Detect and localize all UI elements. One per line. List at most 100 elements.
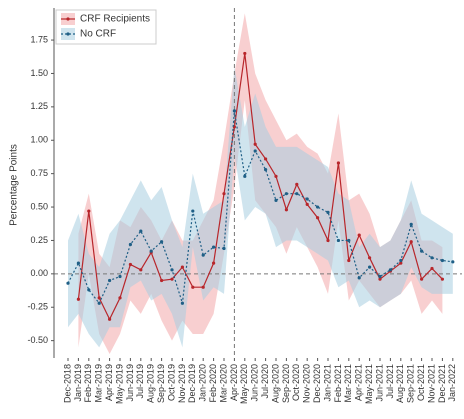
data-point: [253, 142, 257, 146]
x-tick-label: Jan-2020: [198, 364, 208, 402]
x-tick-label: Sep-2019: [156, 364, 166, 403]
x-tick-label: Dec-2021: [437, 364, 447, 403]
x-tick-label: Oct-2021: [416, 364, 426, 401]
data-point: [409, 240, 413, 244]
data-point: [378, 274, 382, 279]
y-axis-title: Percentage Points: [9, 144, 20, 226]
data-point: [87, 288, 91, 292]
data-point: [170, 268, 174, 272]
data-point: [399, 258, 403, 263]
data-point: [284, 208, 288, 212]
x-tick-label: Dec-2019: [187, 364, 197, 403]
data-point: [368, 256, 372, 260]
data-point: [118, 274, 122, 279]
data-point: [160, 278, 164, 283]
data-point: [295, 192, 299, 196]
data-point: [274, 198, 278, 202]
y-tick-label: -0.50: [27, 335, 48, 345]
x-tick-label: Jan-2021: [322, 364, 332, 402]
data-point: [357, 276, 361, 280]
data-point: [76, 261, 80, 265]
data-point: [316, 205, 320, 209]
data-point: [66, 281, 70, 285]
x-tick-label: Jan-2022: [447, 364, 457, 402]
y-tick-label: 0.00: [30, 268, 48, 278]
legend-label: No CRF: [80, 29, 116, 40]
y-tick-label: 1.50: [30, 68, 48, 78]
data-point: [108, 278, 112, 283]
data-point: [326, 210, 330, 214]
x-tick-label: May-2019: [114, 364, 124, 404]
data-point: [347, 258, 351, 263]
data-point: [222, 192, 226, 196]
data-point: [305, 197, 309, 201]
data-point: [295, 182, 299, 186]
data-point: [243, 174, 247, 178]
series-line: [77, 53, 443, 321]
x-tick-label: Mar-2020: [218, 364, 228, 403]
data-point: [430, 256, 434, 260]
data-point: [305, 202, 309, 206]
data-point: [420, 277, 424, 281]
x-tick-label: Oct-2019: [166, 364, 176, 401]
x-tick-label: Sep-2021: [406, 364, 416, 403]
data-point: [191, 285, 195, 289]
x-tick-label: Apr-2021: [354, 364, 364, 401]
legend-label: CRF Recipients: [80, 14, 150, 25]
x-tick-label: May-2021: [364, 364, 374, 404]
data-point: [180, 265, 184, 269]
data-point: [149, 249, 153, 253]
x-tick-label: Feb-2019: [83, 364, 93, 403]
x-tick-label: Nov-2020: [302, 364, 312, 403]
data-point: [232, 109, 236, 113]
y-tick-label: 1.00: [30, 135, 48, 145]
x-tick-label: Jun-2019: [125, 364, 135, 402]
data-point: [264, 157, 268, 161]
data-point: [97, 301, 101, 305]
data-point: [368, 265, 372, 269]
x-tick-label: Nov-2019: [177, 364, 187, 403]
x-tick-label: Dec-2018: [62, 364, 72, 403]
data-point: [87, 209, 91, 213]
x-tick-label: Oct-2020: [291, 364, 301, 401]
data-point: [170, 277, 174, 281]
x-tick-label: Jan-2019: [73, 364, 83, 402]
x-tick-label: Aug-2020: [270, 364, 280, 403]
data-point: [180, 301, 184, 305]
y-tick-label: 0.75: [30, 168, 48, 178]
data-point: [274, 174, 278, 178]
data-point: [222, 246, 226, 251]
data-point: [201, 253, 205, 257]
data-point: [243, 51, 247, 56]
data-point: [326, 238, 330, 243]
x-tick-label: Jul-2020: [260, 364, 270, 399]
data-point: [139, 229, 143, 233]
data-point: [212, 261, 216, 265]
x-tick-label: Aug-2019: [146, 364, 156, 403]
data-point: [253, 149, 257, 153]
data-point: [430, 266, 434, 271]
y-tick-label: 1.25: [30, 101, 48, 111]
data-point: [347, 238, 351, 243]
data-point: [316, 216, 320, 220]
data-point: [108, 317, 112, 321]
x-tick-label: Sep-2020: [281, 364, 291, 403]
x-tick-label: Jun-2020: [250, 364, 260, 402]
y-tick-label: 0.25: [30, 235, 48, 245]
data-point: [160, 240, 164, 244]
data-point: [336, 161, 340, 165]
data-point: [440, 277, 444, 281]
data-point: [378, 277, 382, 281]
data-point: [357, 233, 361, 237]
x-tick-label: May-2020: [239, 364, 249, 404]
x-tick-label: Jun-2021: [374, 364, 384, 402]
data-point: [451, 260, 455, 264]
series-line: [67, 110, 453, 305]
data-point: [440, 258, 444, 263]
y-tick-label: -0.25: [27, 302, 48, 312]
legend-point: [66, 17, 70, 21]
x-tick-label: Apr-2020: [229, 364, 239, 401]
confidence-band: [68, 66, 453, 348]
